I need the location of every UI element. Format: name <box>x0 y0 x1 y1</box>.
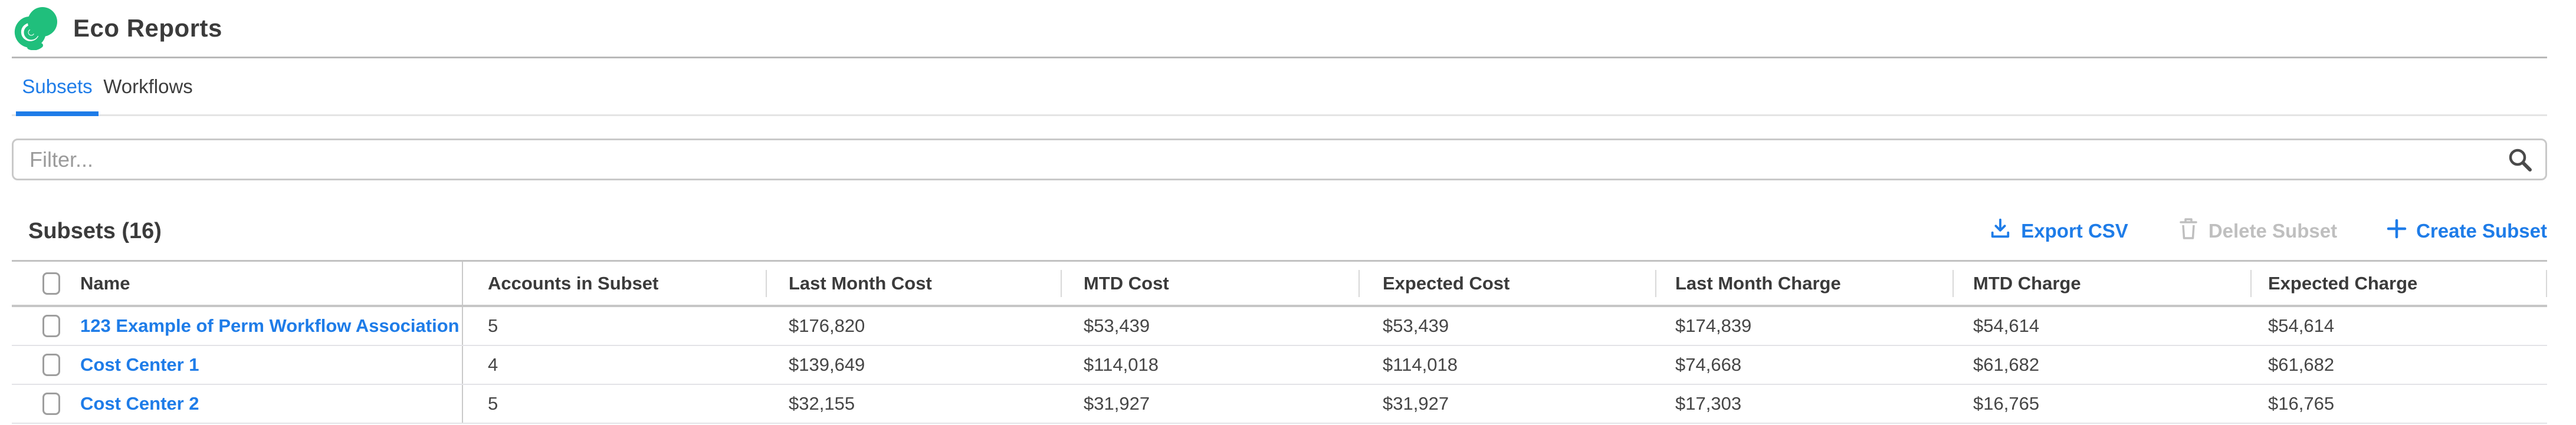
mtd-charge-cell: $61,682 <box>1973 354 2040 375</box>
subset-name-link[interactable]: Cost Center 2 <box>80 393 199 414</box>
export-csv-label: Export CSV <box>2021 220 2128 242</box>
column-header-accounts: Accounts in Subset <box>488 272 659 294</box>
delete-subset-button[interactable]: Delete Subset <box>2178 217 2337 245</box>
tab-workflows[interactable]: Workflows <box>103 75 193 97</box>
name-cell: 123 Example of Perm Workflow Association <box>12 307 463 345</box>
app-header: Eco Reports <box>12 0 2547 58</box>
select-all-checkbox[interactable] <box>42 272 60 295</box>
accounts-cell: 5 <box>488 393 498 414</box>
column-header-expected-cost: Expected Cost <box>1358 262 1655 305</box>
last-month-cost-cell: $32,155 <box>789 393 855 414</box>
create-subset-button[interactable]: Create Subset <box>2387 219 2547 243</box>
mtd-cost-cell: $114,018 <box>1084 354 1159 375</box>
trash-icon <box>2178 217 2199 245</box>
last-month-charge-cell: $17,303 <box>1675 393 1742 414</box>
column-header-last-month-charge: Last Month Charge <box>1655 262 1952 305</box>
last-month-charge-cell: $74,668 <box>1675 354 1742 375</box>
table-row: 123 Example of Perm Workflow Association… <box>12 307 2547 346</box>
mtd-charge-cell: $54,614 <box>1973 315 2040 336</box>
section-bar: Subsets (16) Export CSV Delete Subset <box>12 217 2547 245</box>
mtd-cost-cell: $31,927 <box>1084 393 1150 414</box>
last-month-cost-cell: $176,820 <box>789 315 865 336</box>
subsets-table: Name Accounts in Subset Last Month Cost … <box>12 260 2547 424</box>
row-checkbox[interactable] <box>42 354 60 376</box>
mtd-charge-cell: $16,765 <box>1973 393 2040 414</box>
table-row: Cost Center 1 4 $139,649 $114,018 $114,0… <box>12 346 2547 385</box>
toolbar: Export CSV Delete Subset Create Subset <box>1989 217 2547 245</box>
download-icon <box>1989 218 2011 245</box>
filter-bar <box>12 139 2547 180</box>
expected-cost-cell: $114,018 <box>1383 354 1458 375</box>
name-cell: Cost Center 1 <box>12 346 463 384</box>
expected-charge-cell: $16,765 <box>2268 393 2335 414</box>
create-subset-label: Create Subset <box>2416 220 2547 242</box>
subset-name-link[interactable]: 123 Example of Perm Workflow Association <box>80 315 460 336</box>
row-checkbox[interactable] <box>42 315 60 337</box>
tab-subsets[interactable]: Subsets <box>16 58 99 116</box>
column-header-expected-charge: Expected Charge <box>2250 262 2547 305</box>
table-header-row: Name Accounts in Subset Last Month Cost … <box>12 262 2547 307</box>
name-cell: Cost Center 2 <box>12 385 463 423</box>
column-header-mtd-cost: MTD Cost <box>1061 262 1358 305</box>
column-header-last-month-cost: Last Month Cost <box>766 262 1061 305</box>
search-icon[interactable] <box>2505 144 2535 175</box>
subset-name-link[interactable]: Cost Center 1 <box>80 354 199 375</box>
expected-cost-cell: $53,439 <box>1383 315 1449 336</box>
accounts-cell: 4 <box>488 354 498 375</box>
row-checkbox[interactable] <box>42 393 60 415</box>
brand-swirl-logo-icon <box>13 6 58 50</box>
expected-cost-cell: $31,927 <box>1383 393 1449 414</box>
delete-subset-label: Delete Subset <box>2208 220 2338 242</box>
plus-icon <box>2387 219 2407 243</box>
page-title: Eco Reports <box>73 14 222 42</box>
mtd-cost-cell: $53,439 <box>1084 315 1150 336</box>
column-header-mtd-charge: MTD Charge <box>1952 262 2250 305</box>
export-csv-button[interactable]: Export CSV <box>1989 218 2128 245</box>
table-row: Cost Center 2 5 $32,155 $31,927 $31,927 … <box>12 385 2547 424</box>
accounts-cell: 5 <box>488 315 498 336</box>
last-month-charge-cell: $174,839 <box>1675 315 1752 336</box>
header-name-cell: Name <box>12 262 463 305</box>
expected-charge-cell: $61,682 <box>2268 354 2335 375</box>
column-header-name: Name <box>80 272 130 294</box>
filter-input[interactable] <box>12 139 2547 180</box>
last-month-cost-cell: $139,649 <box>789 354 865 375</box>
section-title: Subsets (16) <box>28 219 162 243</box>
tab-bar: Subsets Workflows <box>12 58 2547 116</box>
expected-charge-cell: $54,614 <box>2268 315 2335 336</box>
